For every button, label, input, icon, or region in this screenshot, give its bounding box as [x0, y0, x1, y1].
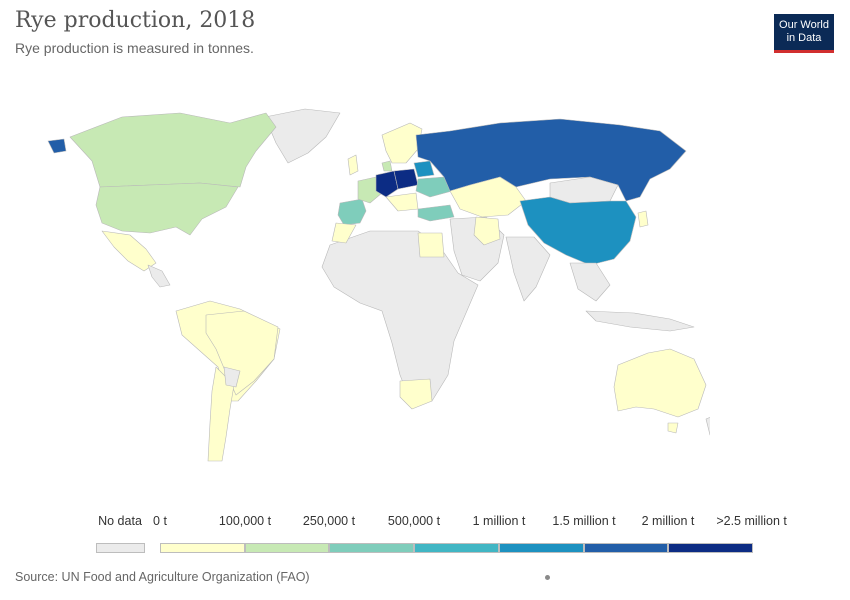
region-indonesia[interactable]: [585, 310, 695, 332]
region-alaska[interactable]: [47, 138, 67, 154]
region-argentina[interactable]: [207, 366, 235, 462]
legend-label-0: 0 t: [153, 514, 167, 528]
legend-label-7: >2.5 million t: [716, 514, 787, 528]
region-south-africa[interactable]: [399, 378, 433, 410]
legend-label-2: 250,000 t: [302, 514, 356, 528]
region-africa[interactable]: [321, 230, 479, 406]
region-egypt[interactable]: [417, 232, 445, 258]
region-poland[interactable]: [393, 168, 419, 190]
timeline-dot-icon[interactable]: [545, 575, 550, 580]
region-australia[interactable]: [613, 348, 707, 418]
legend-swatch-4[interactable]: [499, 543, 584, 553]
region-russia[interactable]: [415, 118, 687, 202]
region-china[interactable]: [519, 196, 637, 266]
region-scandinavia[interactable]: [381, 122, 423, 164]
region-ukraine[interactable]: [415, 176, 453, 198]
legend-label-5: 1.5 million t: [552, 514, 616, 528]
logo-line-1: Our World: [779, 19, 829, 31]
region-uk[interactable]: [347, 154, 359, 176]
chart-subtitle: Rye production is measured in tonnes.: [15, 40, 254, 56]
legend-label-6: 2 million t: [641, 514, 695, 528]
region-morocco[interactable]: [331, 222, 357, 244]
region-spain[interactable]: [337, 198, 367, 226]
region-iran[interactable]: [473, 216, 501, 246]
region-greenland[interactable]: [264, 108, 341, 164]
legend-label-4: 1 million t: [472, 514, 526, 528]
region-korea[interactable]: [637, 210, 649, 228]
world-map[interactable]: [30, 105, 710, 475]
legend-swatch-0[interactable]: [160, 543, 245, 553]
legend-swatch-2[interactable]: [329, 543, 414, 553]
chart-title: Rye production, 2018: [15, 8, 256, 33]
region-brazil[interactable]: [205, 310, 279, 396]
region-se-asia[interactable]: [569, 262, 611, 302]
source-note[interactable]: Source: UN Food and Agriculture Organiza…: [15, 570, 310, 584]
region-tasmania[interactable]: [667, 422, 679, 434]
region-balkans[interactable]: [385, 192, 419, 212]
region-germany[interactable]: [375, 170, 399, 198]
logo-line-2: in Data: [786, 32, 822, 44]
legend-label-3: 500,000 t: [387, 514, 441, 528]
legend-no-data-label: No data: [98, 514, 142, 528]
region-paraguay[interactable]: [223, 366, 241, 388]
region-denmark[interactable]: [381, 160, 393, 172]
region-canada[interactable]: [69, 112, 277, 188]
legend-no-data-swatch[interactable]: [96, 543, 145, 553]
legend-swatch-6[interactable]: [668, 543, 753, 553]
legend-label-1: 100,000 t: [218, 514, 272, 528]
region-united-states[interactable]: [95, 182, 239, 236]
legend-swatch-1[interactable]: [245, 543, 329, 553]
region-turkey[interactable]: [417, 204, 455, 222]
region-india[interactable]: [505, 236, 551, 302]
legend-swatch-5[interactable]: [584, 543, 668, 553]
region-central-america[interactable]: [147, 264, 171, 288]
region-belarus[interactable]: [413, 160, 435, 178]
owid-logo[interactable]: Our World in Data: [774, 14, 834, 53]
region-new-zealand[interactable]: [705, 413, 710, 436]
legend-swatch-3[interactable]: [414, 543, 499, 553]
